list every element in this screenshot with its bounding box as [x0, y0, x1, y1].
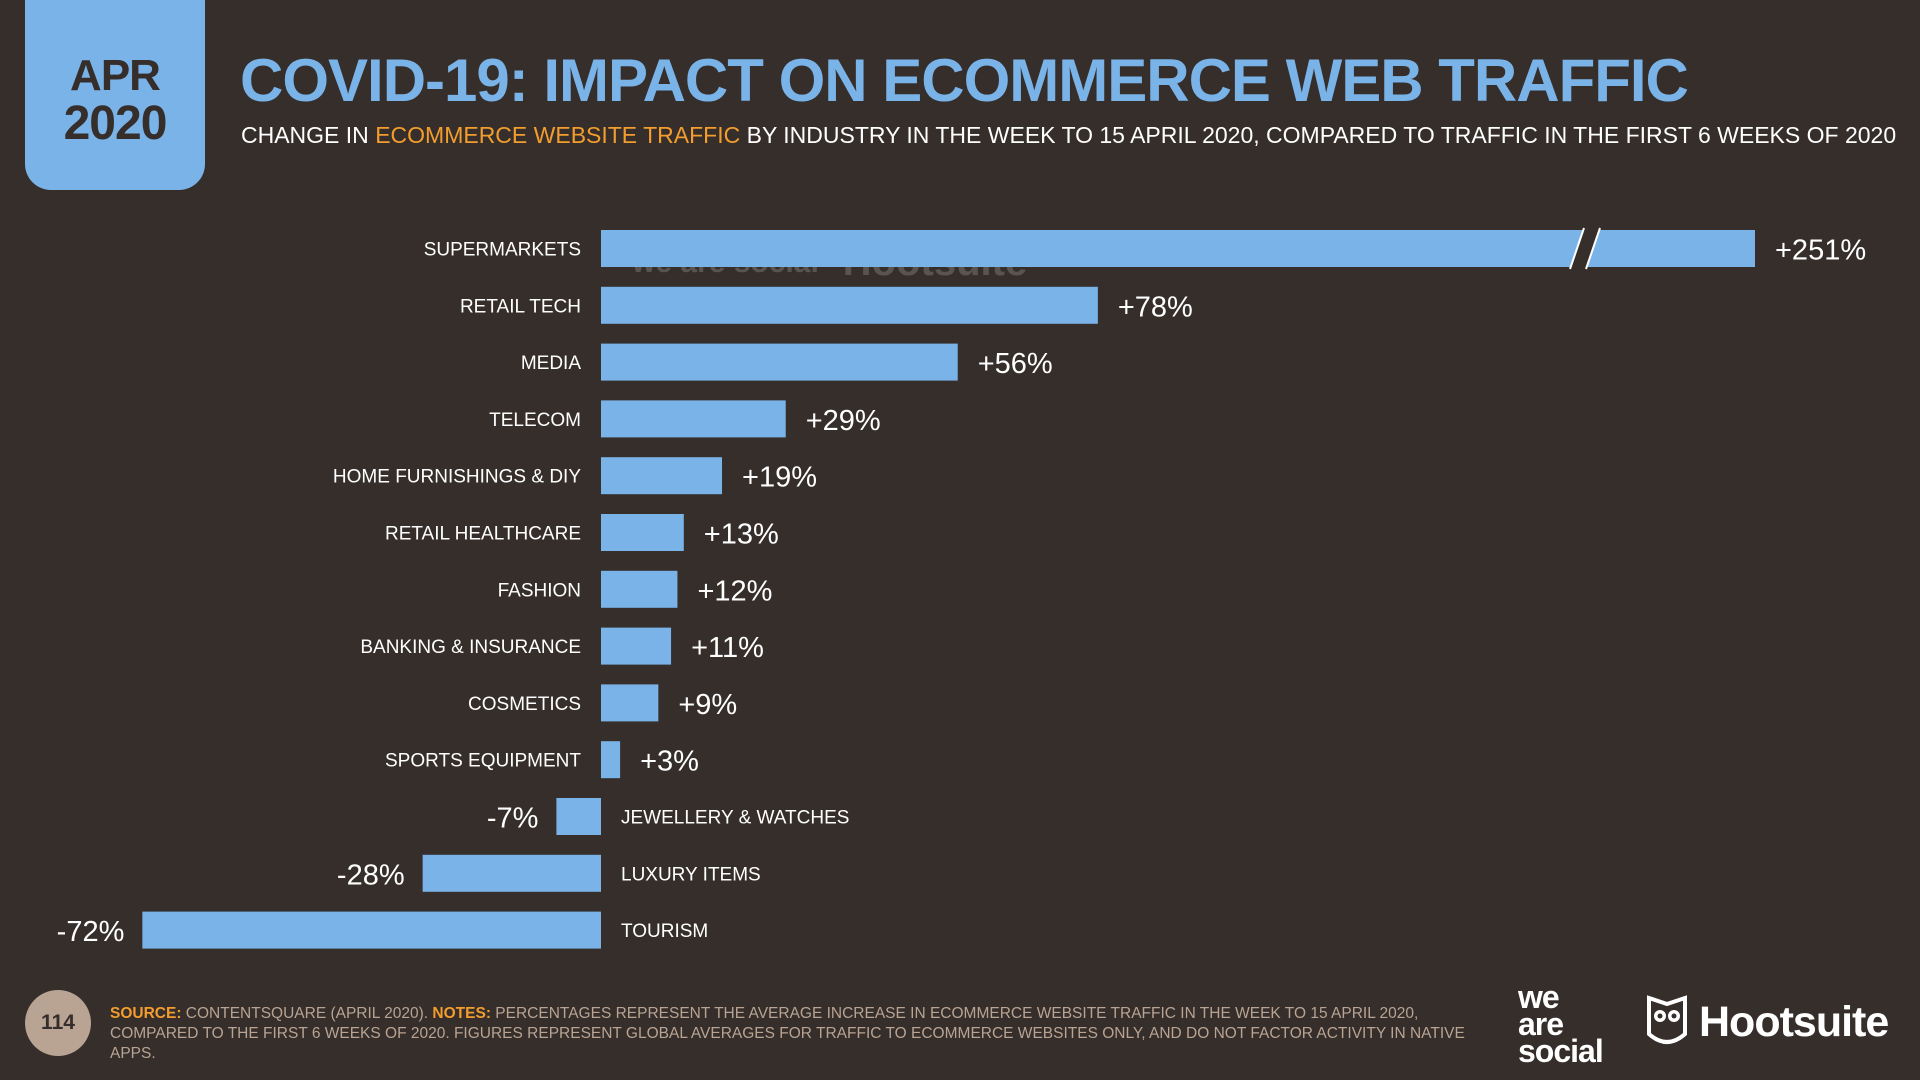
subtitle-pre: CHANGE IN: [241, 122, 376, 148]
category-label-luxury-items: LUXURY ITEMS: [621, 864, 761, 885]
axis-break-line-right: [1585, 227, 1601, 270]
bar-supermarkets: [601, 230, 1755, 267]
source-text: CONTENTSQUARE (APRIL 2020).: [181, 1005, 433, 1022]
value-label-cosmetics: +9%: [678, 689, 737, 721]
category-label-media: MEDIA: [521, 353, 582, 374]
category-label-fashion: FASHION: [498, 580, 581, 601]
hootsuite-logo: Hootsuite: [1645, 992, 1889, 1052]
bar-banking-insurance: [601, 627, 672, 665]
we-are-social-logo: we are social: [1518, 979, 1604, 1069]
value-label-home-furnishings-diy: +19%: [742, 462, 817, 494]
category-label-retail-tech: RETAIL TECH: [460, 296, 581, 317]
value-label-fashion: +12%: [697, 575, 772, 607]
value-label-tourism: -72%: [57, 916, 125, 948]
category-label-home-furnishings-diy: HOME FURNISHINGS & DIY: [333, 467, 581, 488]
value-label-supermarkets: +251%: [1775, 235, 1866, 267]
bar-cosmetics: [601, 684, 659, 722]
value-label-banking-insurance: +11%: [691, 632, 764, 664]
axis-break-line-left: [1569, 227, 1585, 270]
category-label-tourism: TOURISM: [621, 921, 708, 942]
value-label-sports-equipment: +3%: [640, 746, 699, 778]
was-line-2: are: [1518, 1006, 1564, 1042]
value-label-retail-healthcare: +13%: [704, 519, 779, 551]
notes-label: NOTES:: [432, 1005, 491, 1022]
bar-home-furnishings-diy: [601, 457, 723, 495]
page-title: COVID-19: IMPACT ON ECOMMERCE WEB TRAFFI…: [240, 47, 1689, 114]
bar-retail-tech: [601, 286, 1098, 324]
value-label-media: +56%: [978, 348, 1053, 380]
bar-luxury-items: [422, 854, 601, 892]
value-label-jewellery-watches: -7%: [487, 803, 539, 835]
subtitle-highlight: ECOMMERCE WEBSITE TRAFFIC: [375, 122, 741, 148]
bar-retail-healthcare: [601, 514, 684, 551]
was-line-1: we: [1518, 979, 1560, 1015]
value-label-telecom: +29%: [806, 405, 881, 437]
category-label-banking-insurance: BANKING & INSURANCE: [360, 637, 581, 658]
date-badge-year: 2020: [63, 96, 168, 150]
bar-media: [601, 343, 958, 381]
page-subtitle: CHANGE IN ECOMMERCE WEBSITE TRAFFIC BY I…: [241, 122, 1896, 149]
category-label-jewellery-watches: JEWELLERY & WATCHES: [621, 808, 849, 829]
owl-icon: [1647, 995, 1687, 1044]
category-label-sports-equipment: SPORTS EQUIPMENT: [385, 751, 581, 772]
date-badge: APR 2020: [25, 0, 205, 190]
page-number: 114: [25, 990, 91, 1056]
category-label-retail-healthcare: RETAIL HEALTHCARE: [385, 524, 581, 545]
axis-break-gap: [1570, 228, 1600, 269]
category-label-telecom: TELECOM: [489, 410, 581, 431]
bar-tourism: [142, 911, 602, 949]
bar-fashion: [601, 570, 678, 608]
category-label-cosmetics: COSMETICS: [468, 694, 581, 715]
source-label: SOURCE:: [110, 1005, 182, 1022]
bar-chart: SUPERMARKETS +251% RETAIL TECH +78% MEDIA +56…: [57, 227, 1866, 949]
value-label-retail-tech: +78%: [1118, 291, 1193, 323]
footer-notes: SOURCE: CONTENTSQUARE (APRIL 2020). NOTE…: [110, 1004, 1490, 1064]
hootsuite-wordmark: Hootsuite: [1699, 997, 1889, 1046]
category-label-supermarkets: SUPERMARKETS: [424, 240, 581, 261]
value-label-luxury-items: -28%: [337, 859, 405, 891]
was-line-3: social: [1518, 1033, 1604, 1069]
notes-text: PERCENTAGES REPRESENT THE AVERAGE INCREA…: [110, 1005, 1465, 1062]
bar-telecom: [601, 400, 786, 438]
bar-jewellery-watches: [556, 798, 601, 835]
bar-sports-equipment: [601, 741, 621, 779]
date-badge-month: APR: [70, 50, 161, 100]
subtitle-post: BY INDUSTRY IN THE WEEK TO 15 APRIL 2020…: [740, 122, 1897, 148]
